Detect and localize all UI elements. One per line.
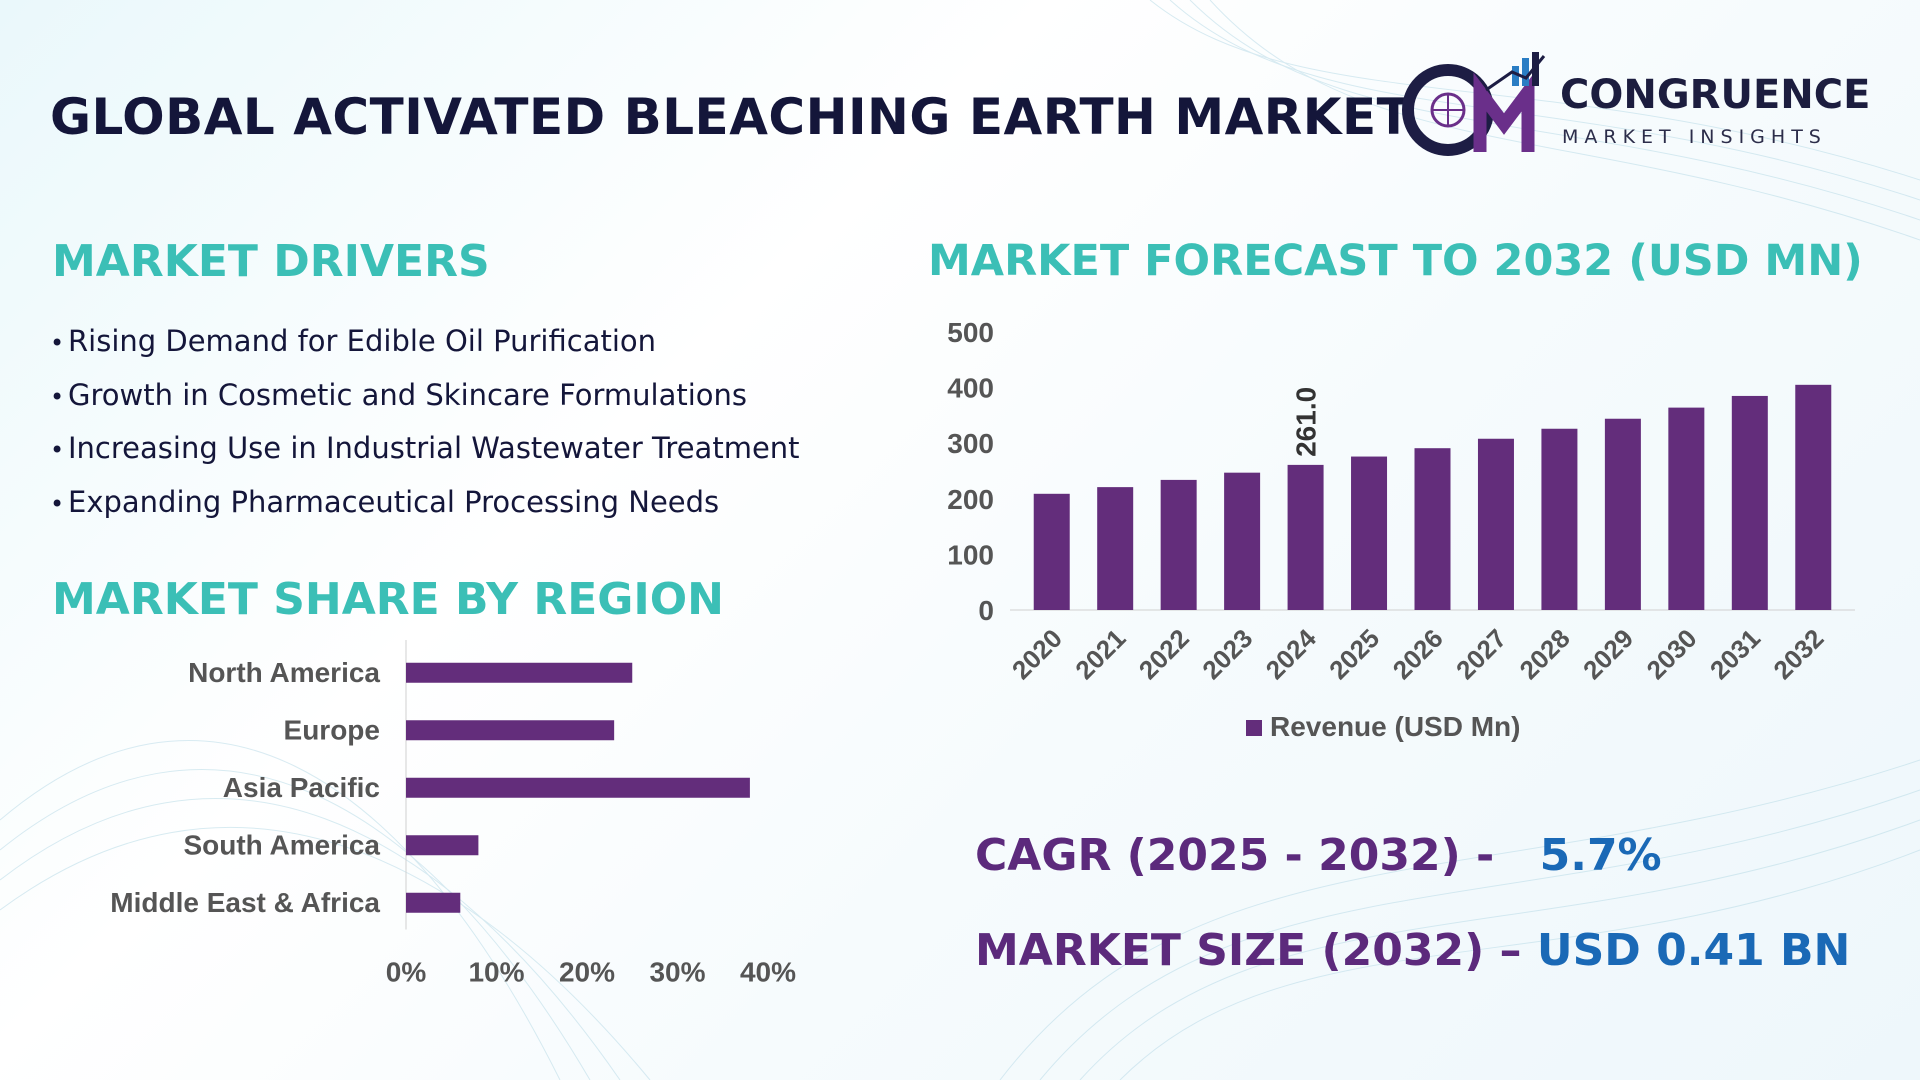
tick-label: 10% bbox=[468, 957, 524, 988]
cagr-value: 5.7% bbox=[1539, 830, 1662, 881]
bullet-icon: • bbox=[50, 329, 65, 357]
logo-name: CONGRUENCE bbox=[1560, 72, 1871, 118]
tick-label: 30% bbox=[649, 957, 705, 988]
bar bbox=[1351, 456, 1388, 610]
bar bbox=[1033, 493, 1070, 610]
x-tick-label: 2021 bbox=[1069, 623, 1131, 685]
y-tick-label: 500 bbox=[947, 317, 994, 348]
category-label: Asia Pacific bbox=[223, 772, 380, 803]
x-tick-label: 2030 bbox=[1640, 623, 1702, 685]
x-tick-label: 2028 bbox=[1514, 623, 1576, 685]
category-label: South America bbox=[183, 829, 380, 860]
driver-item: • Rising Demand for Edible Oil Purificati… bbox=[50, 324, 657, 358]
company-logo: CONGRUENCE MARKET INSIGHTS bbox=[1400, 52, 1880, 162]
bar bbox=[1097, 487, 1134, 610]
tick-label: 40% bbox=[740, 957, 796, 988]
bar bbox=[406, 835, 479, 856]
y-tick-label: 0 bbox=[978, 595, 994, 626]
legend-label: Revenue (USD Mn) bbox=[1270, 711, 1520, 742]
bar bbox=[1795, 384, 1832, 610]
x-tick-label: 2025 bbox=[1323, 623, 1385, 685]
bar bbox=[1668, 407, 1705, 610]
region-share-title: MARKET SHARE BY REGION bbox=[52, 574, 724, 625]
y-tick-label: 300 bbox=[947, 428, 994, 459]
market-size-stat: MARKET SIZE (2032) – USD 0.41 BN bbox=[975, 925, 1850, 976]
x-tick-label: 2029 bbox=[1577, 623, 1639, 685]
x-tick-label: 2020 bbox=[1006, 623, 1068, 685]
bullet-icon: • bbox=[50, 489, 65, 518]
market-size-label: MARKET SIZE (2032) – bbox=[975, 925, 1522, 976]
region-share-chart: North America Europe Asia Pacific South Ame… bbox=[110, 640, 796, 988]
bar bbox=[1414, 448, 1451, 610]
page-title: GLOBAL ACTIVATED BLEACHING EARTH MARKET bbox=[50, 88, 1412, 146]
logo-subtitle: MARKET INSIGHTS bbox=[1562, 126, 1827, 148]
cagr-label: CAGR (2025 - 2032) - bbox=[975, 830, 1495, 881]
cagr-stat: CAGR (2025 - 2032) - 5.7% bbox=[975, 830, 1662, 881]
market-size-value: USD 0.41 BN bbox=[1536, 925, 1851, 976]
tick-label: 20% bbox=[559, 957, 615, 988]
bar bbox=[1541, 428, 1578, 610]
tick-label: 0% bbox=[386, 957, 427, 988]
driver-item: • Expanding Pharmaceutical Processing Nee… bbox=[50, 484, 720, 519]
legend-swatch bbox=[1246, 720, 1262, 736]
category-label: Europe bbox=[284, 714, 380, 745]
y-tick-label: 400 bbox=[947, 373, 994, 404]
x-tick-label: 2022 bbox=[1133, 623, 1195, 685]
drivers-list: • Rising Demand for Edible Oil Purificati… bbox=[50, 324, 800, 538]
category-label: Middle East & Africa bbox=[110, 887, 380, 918]
x-tick-label: 2024 bbox=[1260, 623, 1322, 685]
y-tick-label: 100 bbox=[947, 539, 994, 570]
data-label: 261.0 bbox=[1291, 387, 1322, 457]
x-tick-label: 2023 bbox=[1196, 623, 1258, 685]
bullet-icon: • bbox=[50, 382, 65, 411]
drivers-title: MARKET DRIVERS bbox=[52, 236, 490, 287]
driver-item: • Increasing Use in Industrial Wastewater… bbox=[50, 431, 800, 465]
forecast-chart: 0 100 200 300 400 500 2020 2021 2022 2023 2024 2025… bbox=[947, 317, 1855, 742]
y-tick-label: 200 bbox=[947, 484, 994, 515]
forecast-title: MARKET FORECAST TO 2032 (USD MN) bbox=[928, 236, 1863, 286]
bar bbox=[406, 720, 615, 741]
bar bbox=[406, 892, 461, 913]
x-tick-label: 2032 bbox=[1767, 623, 1829, 685]
driver-item: • Growth in Cosmetic and Skincare Formula… bbox=[50, 377, 748, 412]
bar bbox=[406, 662, 633, 683]
bar bbox=[1477, 438, 1514, 610]
category-label: North America bbox=[188, 657, 380, 688]
bar bbox=[1160, 479, 1197, 610]
bar bbox=[406, 777, 750, 798]
bullet-icon: • bbox=[50, 436, 65, 464]
cm-logo-icon bbox=[1402, 52, 1546, 156]
x-tick-label: 2027 bbox=[1450, 623, 1512, 685]
bar bbox=[1224, 472, 1261, 610]
bar bbox=[1287, 464, 1324, 610]
x-tick-label: 2031 bbox=[1704, 623, 1766, 685]
bar bbox=[1604, 418, 1641, 610]
bar bbox=[1731, 395, 1768, 610]
x-tick-label: 2026 bbox=[1387, 623, 1449, 685]
